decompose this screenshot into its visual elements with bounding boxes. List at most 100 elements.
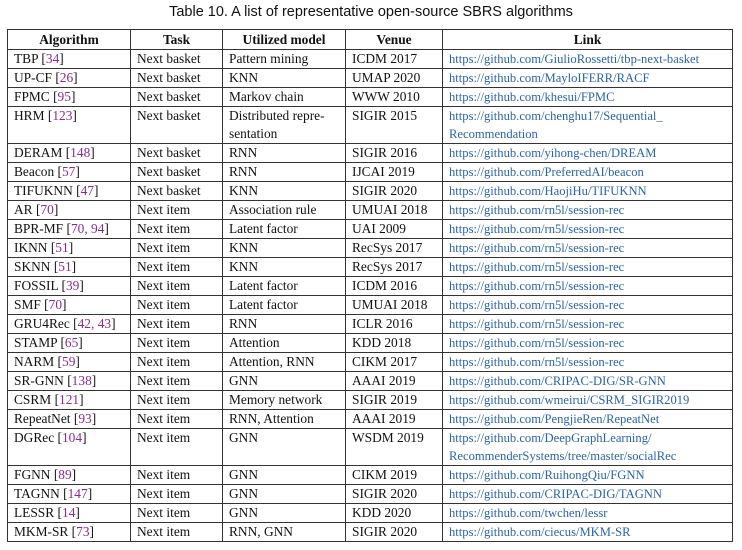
repo-link[interactable]: https://github.com/rn5l/session-rec [449,260,625,274]
table-row: Beacon [57] Next basket RNN IJCAI 2019 https… [7,162,733,182]
table-row: RepeatNet [93] Next item RNN, Attention AAA… [7,409,733,429]
repo-link[interactable]: https://github.com/rn5l/session-rec [449,317,625,331]
algorithm-cell: UP-CF [26] [7,68,131,88]
venue-cell: SIGIR 2015 [345,106,443,144]
model-cell: GNN [222,428,346,466]
citation-link[interactable]: 42, 43 [77,316,112,331]
algorithm-cell: MKM-SR [73] [7,522,131,542]
citation-link[interactable]: 57 [61,164,76,179]
algorithm-cell: TIFUKNN [47] [7,181,131,201]
task-cell: Next item [130,238,223,258]
algorithm-name: FOSSIL [14,278,59,293]
citation-link[interactable]: 121 [59,392,80,407]
citation-link[interactable]: 51 [58,259,72,274]
citation-link[interactable]: 51 [55,240,69,255]
algorithm-name: HRM [14,108,45,123]
link-cell: https://github.com/rn5l/session-rec [442,352,733,372]
citation-link[interactable]: 14 [62,505,76,520]
table-row: CSRM [121] Next item Memory network SIGIR 2… [7,390,733,410]
citation-link[interactable]: 123 [52,108,73,123]
algorithm-cell: STAMP [65] [7,333,131,353]
venue-cell: CIKM 2019 [345,465,443,485]
table-row: MKM-SR [73] Next item RNN, GNN SIGIR 2020 ht… [7,522,733,542]
task-cell: Next item [130,200,223,220]
algorithm-name: DERAM [14,145,63,160]
repo-link[interactable]: https://github.com/rn5l/session-rec [449,222,625,236]
venue-cell: UMUAI 2018 [345,200,443,220]
task-cell: Next item [130,352,223,372]
venue-cell: RecSys 2017 [345,238,443,258]
citation-link[interactable]: 95 [57,89,71,104]
task-cell: Next item [130,333,223,353]
citation-link[interactable]: 70 [48,297,63,312]
task-cell: Next item [130,295,223,315]
repo-link[interactable]: https://github.com/rn5l/session-rec [449,355,625,369]
sbrs-algorithms-table: Algorithm Task Utilized model Venue Link… [7,29,733,542]
venue-cell: KDD 2018 [345,333,443,353]
citation-link[interactable]: 70 [40,202,54,217]
repo-link[interactable]: https://github.com/rn5l/session-rec [449,279,625,293]
citation-link[interactable]: 65 [64,335,79,350]
model-cell: RNN [222,143,346,163]
repo-link[interactable]: https://github.com/yihong-chen/DREAM [449,146,657,160]
repo-link[interactable]: https://github.com/CRIPAC-DIG/TAGNN [449,487,662,501]
repo-link[interactable]: https://github.com/MayloIFERR/RACF [449,71,650,85]
table-row: FGNN [89] Next item GNN CIKM 2019 https://gi… [7,465,733,485]
citation-link[interactable]: 34 [45,51,60,66]
model-cell: Attention [222,333,346,353]
table-caption: Table 10. A list of representative open-… [169,4,573,20]
task-cell: Next basket [130,87,223,107]
repo-link[interactable]: https://github.com/rn5l/session-rec [449,298,625,312]
repo-link[interactable]: https://github.com/ciecus/MKM-SR [449,525,631,539]
repo-link[interactable]: https://github.com/PreferredAI/beacon [449,165,644,179]
model-cell: RNN, GNN [222,522,346,542]
algorithm-cell: TBP [34] [7,49,131,69]
link-cell: https://github.com/ciecus/MKM-SR [442,522,733,542]
citation-link[interactable]: 70, 94 [70,221,105,236]
table-row: GRU4Rec [42, 43] Next item RNN ICLR 2016 htt… [7,314,733,334]
model-cell: Association rule [222,200,346,220]
repo-link[interactable]: https://github.com/khesui/FPMC [449,90,615,104]
repo-link[interactable]: https://github.com/CRIPAC-DIG/SR-GNN [449,374,666,388]
citation-link[interactable]: 147 [67,486,88,501]
algorithm-cell: LESSR [14] [7,503,131,523]
repo-link[interactable]: https://github.com/rn5l/session-rec [449,203,625,217]
repo-link[interactable]: https://github.com/PengjieRen/RepeatNet [449,412,660,426]
citation-link[interactable]: 73 [76,524,90,539]
citation-link[interactable]: 138 [71,373,92,388]
repo-link[interactable]: https://github.com/wmeirui/CSRM_SIGIR201… [449,393,690,407]
citation-link[interactable]: 93 [78,411,92,426]
citation-link[interactable]: 104 [61,430,83,445]
venue-cell: AAAI 2019 [345,371,443,391]
algorithm-cell: DERAM [148] [7,143,131,163]
repo-link[interactable]: https://github.com/GiulioRossetti/tbp-ne… [449,52,700,66]
algorithm-name: Beacon [14,164,55,179]
header-link: Link [442,29,733,50]
repo-link[interactable]: https://github.com/HaojiHu/TIFUKNN [449,184,647,198]
algorithm-cell: NARM [59] [7,352,131,372]
citation-link[interactable]: 89 [58,467,72,482]
repo-link[interactable]: https://github.com/RuihongQiu/FGNN [449,468,645,482]
citation-link[interactable]: 39 [65,278,80,293]
repo-link[interactable]: https://github.com/DeepGraphLearning/Rec… [449,431,677,463]
citation-link[interactable]: 47 [80,183,94,198]
link-cell: https://github.com/rn5l/session-rec [442,295,733,315]
citation-link[interactable]: 148 [70,145,91,160]
model-cell: KNN [222,68,346,88]
algorithm-name: STAMP [14,335,58,350]
repo-link[interactable]: https://github.com/rn5l/session-rec [449,241,625,255]
task-cell: Next item [130,503,223,523]
repo-link[interactable]: https://github.com/rn5l/session-rec [449,336,625,350]
table-row: AR [70] Next item Association rule UMUAI 20… [7,200,733,220]
repo-link[interactable]: https://github.com/chenghu17/Sequential_… [449,109,663,141]
venue-cell: SIGIR 2016 [345,143,443,163]
link-cell: https://github.com/PengjieRen/RepeatNet [442,409,733,429]
table-row: TBP [34] Next basket Pattern mining ICDM 20… [7,49,733,69]
link-cell: https://github.com/CRIPAC-DIG/SR-GNN [442,371,733,391]
citation-link[interactable]: 59 [62,354,76,369]
citation-link[interactable]: 26 [59,70,74,85]
table-row: DGRec [104] Next item GNN WSDM 2019 https://… [7,428,733,466]
venue-cell: SIGIR 2020 [345,484,443,504]
model-cell: RNN [222,162,346,182]
repo-link[interactable]: https://github.com/twchen/lessr [449,506,608,520]
